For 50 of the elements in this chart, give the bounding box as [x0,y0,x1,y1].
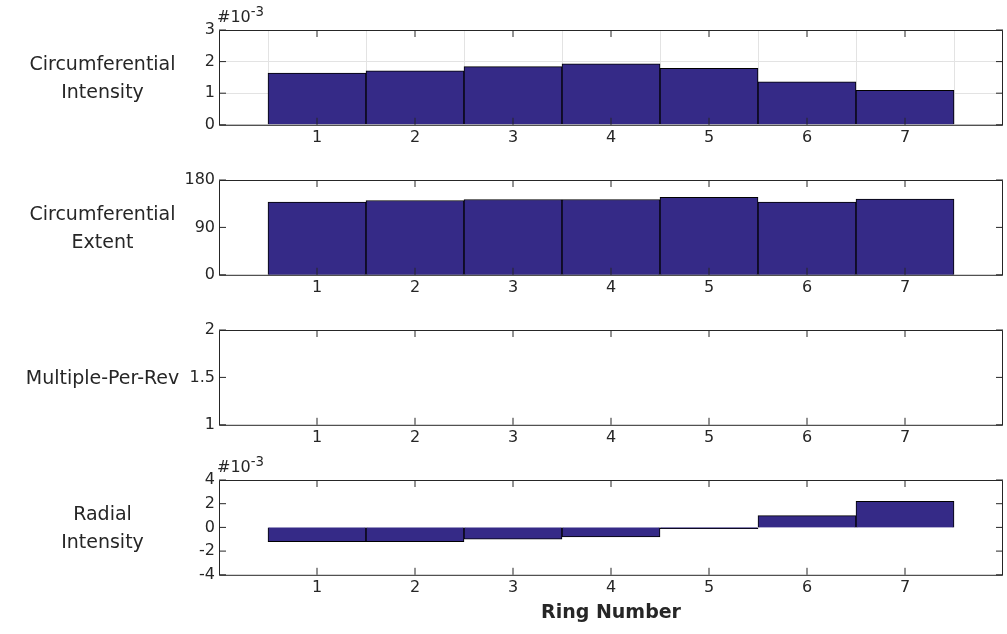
y-tick-label: 3 [204,19,215,39]
x-tick-label: 5 [703,426,715,446]
y-axis-title: Multiple-Per-Rev [25,366,180,389]
x-tick-label: 1 [311,276,323,296]
y-tick-label: 2 [204,492,215,512]
x-tick-label: 3 [507,276,519,296]
x-tick-label: 2 [409,126,421,146]
x-tick-label: 4 [605,126,617,146]
y-tick-label: 4 [204,469,215,489]
x-tick-label: 5 [703,276,715,296]
y-tick-label: 1 [204,413,215,433]
y-tick-label: 180 [184,169,215,189]
x-tick-label: 7 [899,126,911,146]
y-tick-label: -2 [199,540,215,560]
x-tick-label: 1 [311,426,323,446]
y-tick-label: 0 [204,263,215,283]
x-tick-label: 6 [801,426,813,446]
x-tick-label: 1 [311,126,323,146]
x-tick-label: 4 [605,426,617,446]
x-tick-label: 7 [899,576,911,596]
y-axis-title: Circumferential Extent [29,202,176,253]
y-tick-label: 0 [204,516,215,536]
y-tick-label: 0 [204,113,215,133]
y-tick-label: 90 [194,216,215,236]
x-tick-label: 2 [409,276,421,296]
y-tick-label: 1 [204,82,215,102]
x-tick-label: 6 [801,276,813,296]
x-tick-label: 2 [409,426,421,446]
x-tick-label: 6 [801,126,813,146]
x-tick-label: 4 [605,276,617,296]
y-axis-title: Radial Intensity [61,502,144,553]
x-tick-label: 3 [507,126,519,146]
y-axis-title: Circumferential Intensity [28,51,177,105]
y-tick-label: 2 [204,319,215,339]
x-tick-label: 7 [899,426,911,446]
x-tick-label: 6 [801,576,813,596]
x-tick-label: 5 [703,126,715,146]
text: #10$^{-3}$ [217,454,265,477]
x-tick-label: 5 [703,576,715,596]
x-tick-label: 3 [507,576,519,596]
text: #10$^{-3}$ [217,4,265,27]
x-tick-label: 2 [409,576,421,596]
x-tick-label: 4 [605,576,617,596]
y-tick-label: 1.5 [189,366,215,386]
x-tick-label: 7 [899,276,911,296]
y-tick-label: 2 [204,50,215,70]
x-tick-label: 3 [507,426,519,446]
y-tick-label: -4 [199,563,215,583]
x-axis-title: Ring Number [540,600,682,622]
x-tick-label: 1 [311,576,323,596]
